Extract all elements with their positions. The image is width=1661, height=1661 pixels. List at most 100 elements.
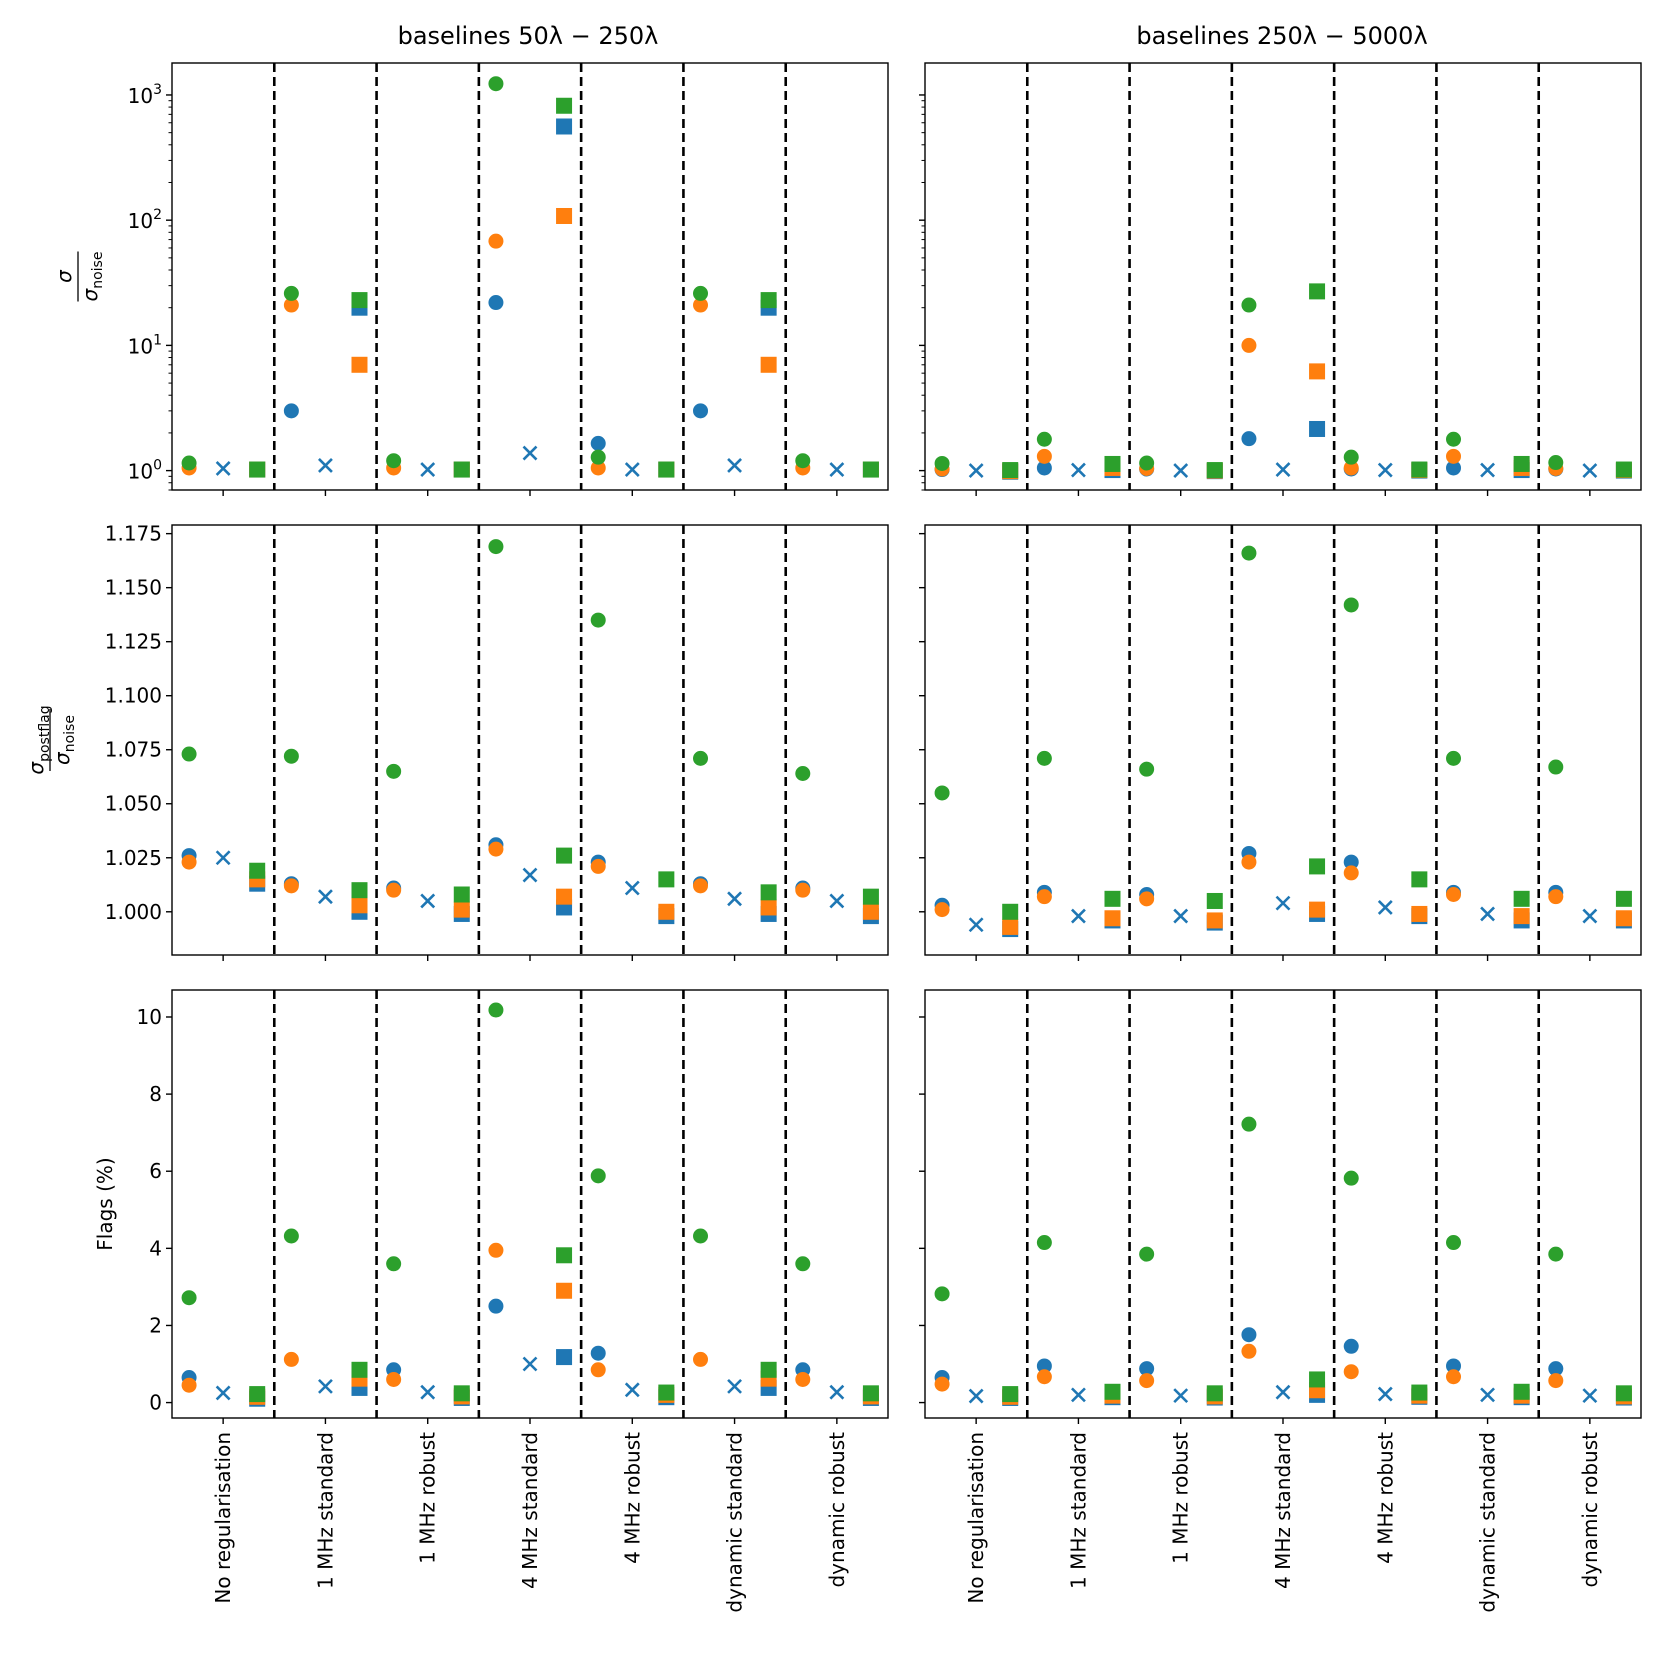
marker-circle-blue: [1446, 460, 1462, 476]
marker-circle-green: [1446, 750, 1462, 766]
marker-x-blue: [420, 893, 436, 909]
marker-x-blue: [1275, 462, 1291, 477]
marker-square-green: [1309, 1371, 1326, 1388]
x-category-label: 4 MHz standard: [518, 1432, 542, 1589]
marker-square-green: [862, 461, 879, 478]
marker-x-blue: [1173, 463, 1189, 479]
marker-circle-orange: [386, 882, 402, 898]
marker-circle-orange: [1241, 337, 1257, 353]
marker-circle-orange: [1036, 1369, 1052, 1385]
marker-x-blue: [624, 880, 640, 896]
marker-circle-blue: [693, 403, 709, 419]
x-category-label: dynamic standard: [723, 1432, 747, 1613]
y-tick-label-exponent: 0: [153, 458, 162, 474]
marker-circle-green: [590, 1168, 606, 1184]
marker-circle-green: [1548, 1246, 1564, 1262]
y-axis-label-numerator-sub: postflag: [37, 705, 53, 762]
marker-circle-orange: [693, 1351, 709, 1367]
marker-circle-blue: [1139, 1361, 1155, 1377]
panel-flags-high: [919, 989, 1642, 1424]
marker-x-blue: [727, 891, 742, 907]
marker-circle-green: [1343, 449, 1359, 465]
marker-square-orange: [556, 888, 573, 905]
marker-circle-green: [1343, 1170, 1359, 1186]
marker-circle-orange: [1241, 854, 1257, 870]
y-tick-label: 0: [149, 1391, 162, 1415]
marker-circle-green: [693, 285, 709, 301]
marker-square-green: [351, 1361, 368, 1378]
marker-square-orange: [1513, 908, 1530, 925]
marker-x-blue: [727, 458, 742, 473]
y-tick-label-base: 10: [128, 334, 153, 358]
marker-circle-orange: [181, 1377, 197, 1393]
marker-circle-orange: [488, 1242, 504, 1258]
marker-square-orange: [556, 207, 573, 224]
marker-circle-orange: [795, 882, 811, 898]
marker-square-orange: [1206, 912, 1223, 929]
marker-x-blue: [1582, 908, 1598, 924]
marker-x-blue: [1582, 1388, 1598, 1404]
marker-square-orange: [1309, 901, 1326, 918]
marker-square-green: [351, 292, 368, 309]
marker-circle-orange: [283, 1351, 299, 1367]
y-axis-label-denominator-symbol: σ: [78, 287, 102, 301]
y-tick-label: 1.025: [105, 846, 162, 870]
x-category-label: 1 MHz standard: [313, 1432, 337, 1589]
marker-square-orange: [1411, 905, 1428, 922]
marker-square-green: [1104, 1383, 1121, 1400]
marker-square-green: [249, 1386, 266, 1403]
marker-x-blue: [829, 893, 845, 909]
marker-x-blue: [1377, 1386, 1393, 1402]
marker-circle-orange: [1241, 1343, 1257, 1359]
marker-square-orange: [453, 901, 470, 918]
marker-x-blue: [1173, 1388, 1189, 1404]
marker-circle-green: [181, 1290, 197, 1306]
x-category-label: 1 MHz robust: [1169, 1432, 1193, 1564]
marker-circle-green: [386, 1256, 402, 1272]
panel-postflag-high: [919, 524, 1642, 961]
marker-square-orange: [1615, 910, 1632, 927]
marker-square-orange: [862, 903, 879, 920]
marker-circle-green: [590, 449, 606, 465]
y-tick-label: 102: [128, 207, 162, 233]
marker-square-green: [1104, 890, 1121, 907]
marker-circle-blue: [1241, 1327, 1257, 1343]
x-category-label: 4 MHz robust: [1373, 1432, 1397, 1564]
x-category-label: No regularisation: [211, 1432, 235, 1604]
marker-x-blue: [1275, 895, 1291, 911]
marker-circle-green: [283, 285, 299, 301]
marker-square-orange: [351, 897, 368, 914]
marker-square-green: [1513, 890, 1530, 907]
marker-circle-orange: [590, 460, 606, 476]
y-axis-label-denominator-symbol: σ: [50, 751, 74, 765]
marker-circle-orange: [488, 841, 504, 857]
y-axis-label-numerator: σpostflag: [24, 705, 53, 774]
marker-x-blue: [1480, 906, 1495, 922]
y-tick-label: 1.075: [105, 738, 162, 762]
marker-circle-orange: [283, 297, 299, 313]
x-category-label: dynamic robust: [825, 1432, 849, 1588]
marker-square-green: [1206, 1385, 1223, 1402]
marker-x-blue: [829, 1384, 845, 1400]
marker-square-green: [453, 461, 470, 478]
marker-circle-blue: [1241, 431, 1257, 447]
marker-circle-green: [1139, 1246, 1155, 1262]
marker-circle-orange: [934, 902, 950, 918]
marker-x-blue: [215, 1385, 231, 1401]
marker-square-orange: [760, 899, 777, 916]
marker-square-green: [249, 461, 266, 478]
marker-circle-green: [488, 1002, 504, 1018]
y-axis-label-denominator: σnoise: [78, 252, 106, 302]
marker-x-blue: [1173, 908, 1189, 924]
panels-layer: 1001011021031.0001.0251.0501.0751.1001.1…: [105, 62, 1642, 1424]
marker-circle-orange: [590, 1362, 606, 1378]
marker-x-blue: [522, 1356, 538, 1372]
marker-circle-orange: [1446, 1369, 1462, 1385]
column-title-low-baselines: baselines 50λ − 250λ: [398, 22, 659, 50]
marker-square-green: [351, 882, 368, 899]
marker-circle-orange: [488, 233, 504, 249]
y-tick-label: 101: [128, 332, 162, 358]
marker-circle-green: [1446, 1235, 1462, 1251]
x-category-label: 4 MHz robust: [620, 1432, 644, 1564]
